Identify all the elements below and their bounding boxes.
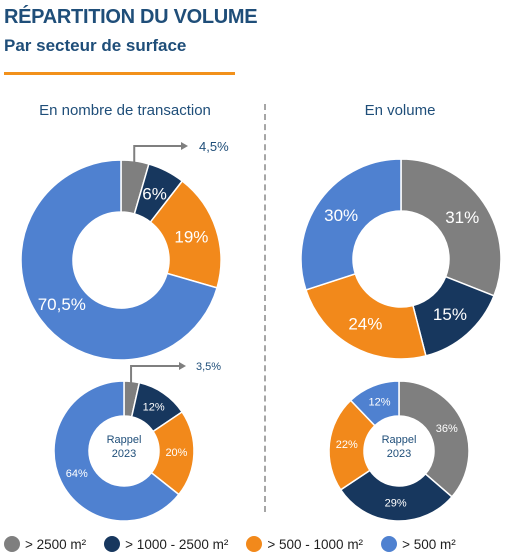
data-label: 20% [165,447,187,459]
callout-leader-line [130,365,180,388]
data-label: 3,5% [196,361,221,373]
page-title: RÉPARTITION DU VOLUME [4,6,258,28]
column-divider [264,104,266,512]
donut-slice [398,380,470,498]
center-label-line: 2023 [387,448,411,460]
donut-slice [20,159,218,361]
data-label: 30% [324,206,358,225]
donut-slice [53,380,180,522]
data-label: 15% [433,305,467,324]
donut-slice [400,158,502,297]
legend-swatch [246,536,263,552]
donut-slice [328,399,376,491]
title-underline [4,72,235,75]
column-heading-transactions: En nombre de transaction [39,102,211,119]
center-label-line: Rappel [382,434,417,446]
column-heading-volume: En volume [364,102,436,119]
legend-label: > 500 m² [402,536,456,552]
donut-chart-3: 3,5% 12% 20% 64% Rappel 2023 [53,361,221,522]
data-label: 12% [368,396,390,408]
donut-slice [304,272,427,360]
legend-label: > 2500 m² [25,536,87,552]
donut-slice [339,469,453,522]
donut-chart-4: 36% 29% 22% 12% Rappel 2023 [328,380,470,522]
data-label: 4,5% [199,139,229,154]
data-label: 6% [142,185,167,204]
data-label: 19% [174,228,208,247]
center-label: Rappel 2023 [382,434,417,460]
page-subtitle: Par secteur de surface [4,36,187,55]
data-label: 12% [143,402,165,414]
donut-slice [300,158,402,291]
donut-chart-1: 4,5% 6% 19% 70,5% [20,139,229,361]
legend: > 2500 m² > 1000 - 2500 m² > 500 - 1000 … [4,533,504,555]
data-label: 24% [348,314,382,333]
legend-swatch [381,536,398,552]
donut-slice [349,380,400,427]
callout-arrowhead [181,142,188,150]
legend-item-under-500: > 500 m² [381,536,456,552]
donut-charts: 4,5% 6% 19% 70,5% 31% 15% 24% 30% 3,5% 12% 20% 64% R… [20,139,502,522]
donut-chart-2: 31% 15% 24% 30% [300,158,502,360]
legend-label: > 500 - 1000 m² [267,536,364,552]
donut-slice [149,179,222,289]
callout-leader-line [133,145,182,167]
data-label: 70,5% [38,295,86,314]
legend-item-1000-2500: > 1000 - 2500 m² [104,536,228,552]
callout-arrowhead [179,362,186,370]
center-label-line: 2023 [112,448,136,460]
data-label: 29% [385,497,407,509]
data-label: 64% [66,468,88,480]
legend-label: > 1000 - 2500 m² [125,536,229,552]
data-label: 22% [336,439,358,451]
center-label-line: Rappel [107,434,142,446]
legend-swatch [104,536,121,552]
data-label: 36% [436,423,458,435]
center-label: Rappel 2023 [107,434,142,460]
data-label: 31% [445,208,479,227]
legend-swatch [4,536,20,552]
legend-item-500-1000: > 500 - 1000 m² [246,536,363,552]
legend-item-over-2500: > 2500 m² [4,536,86,552]
